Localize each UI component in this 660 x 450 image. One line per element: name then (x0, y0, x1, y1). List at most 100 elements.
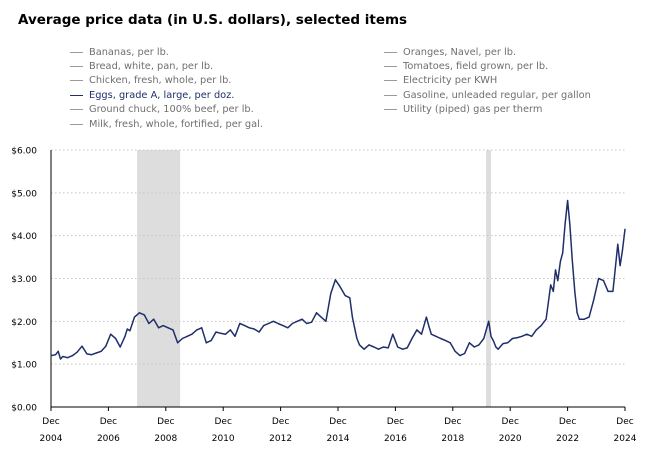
data-point (296, 320, 298, 322)
data-point (401, 348, 404, 350)
data-point (201, 327, 203, 329)
legend-item[interactable]: Oranges, Navel, per lb. (384, 45, 591, 59)
legend-right-column: Oranges, Navel, per lb. Tomatoes, field g… (384, 45, 591, 117)
legend-label: Bananas, per lb. (89, 46, 169, 58)
data-point (545, 318, 547, 320)
data-point (564, 224, 566, 226)
data-point (612, 290, 614, 292)
data-point (138, 312, 140, 314)
data-point (95, 352, 97, 354)
data-point (567, 199, 569, 202)
data-point (488, 320, 490, 322)
data-point (315, 312, 318, 314)
data-point (57, 350, 59, 352)
legend-swatch-icon (384, 94, 397, 96)
y-tick-label: $4.00 (11, 232, 37, 242)
legend-item[interactable]: Bread, white, pan, per lb. (70, 59, 263, 73)
data-point (110, 333, 112, 335)
legend-item[interactable]: Bananas, per lb. (70, 45, 263, 59)
legend-item[interactable]: Eggs, grade A, large, per doz. (70, 88, 263, 102)
data-point (181, 337, 184, 340)
legend-label: Bread, white, pan, per lb. (89, 61, 214, 73)
data-point (387, 347, 389, 349)
data-point (430, 333, 432, 335)
legend-item[interactable]: Tomatoes, field grown, per lb. (384, 59, 591, 73)
data-point (191, 333, 193, 335)
data-point (392, 333, 394, 335)
data-point (205, 342, 207, 344)
data-point (239, 322, 241, 325)
data-point (368, 344, 370, 346)
recession-band (486, 150, 491, 407)
data-point (76, 351, 78, 353)
data-point (351, 316, 353, 318)
data-point (397, 346, 399, 348)
data-point (621, 250, 624, 252)
data-point (490, 335, 492, 337)
x-tick-year: 2012 (269, 434, 292, 444)
data-point (571, 258, 573, 260)
data-point (569, 224, 571, 226)
x-tick-year: 2024 (614, 434, 637, 444)
x-tick-month: Dec (616, 417, 633, 427)
data-point (454, 350, 456, 352)
legend-swatch-icon (70, 94, 83, 96)
x-tick-year: 2020 (499, 434, 522, 444)
x-tick-month: Dec (42, 417, 59, 427)
data-point (263, 325, 265, 327)
x-tick-month: Dec (387, 417, 404, 427)
legend-item[interactable]: Ground chuck, 100% beef, per lb. (70, 103, 263, 117)
x-tick-year: 2006 (97, 434, 120, 444)
legend-label: Tomatoes, field grown, per lb. (403, 61, 549, 73)
data-point (574, 290, 576, 292)
x-tick-year: 2010 (212, 434, 235, 444)
x-tick-month: Dec (157, 417, 174, 427)
data-point (478, 344, 480, 346)
x-tick-month: Dec (444, 417, 461, 427)
legend-item[interactable]: Milk, fresh, whole, fortified, per gal. (70, 117, 263, 131)
data-point (588, 316, 590, 318)
data-point (349, 297, 351, 299)
data-point (411, 337, 413, 340)
data-point (344, 295, 346, 297)
data-point (81, 345, 83, 347)
data-point (90, 354, 93, 356)
legend-swatch-icon (384, 109, 397, 111)
data-point (71, 355, 74, 357)
data-point (483, 337, 485, 340)
data-point (526, 333, 528, 335)
legend-item[interactable]: Gasoline, unleaded regular, per gallon (384, 88, 591, 102)
data-point (129, 330, 131, 332)
data-point (559, 260, 562, 262)
legend-item[interactable]: Electricity per KWH (384, 74, 591, 88)
data-point (624, 228, 626, 230)
data-point (356, 337, 358, 340)
data-point (473, 346, 475, 348)
data-point (54, 354, 57, 356)
x-tick-labels: Dec 2004 Dec 2006 Dec 2008 Dec 2010 Dec 2012 Dec 20… (40, 417, 637, 444)
data-point (435, 335, 437, 337)
data-point (557, 280, 559, 282)
legend-item[interactable]: Utility (piped) gas per therm (384, 103, 591, 117)
data-point (428, 325, 430, 327)
data-point (158, 327, 160, 329)
x-tick-month: Dec (214, 417, 231, 427)
legend-swatch-icon (384, 51, 397, 53)
axes (50, 150, 626, 411)
data-point (215, 331, 217, 333)
data-point (253, 328, 255, 330)
data-point (282, 325, 284, 327)
data-point (531, 335, 533, 337)
data-point (406, 347, 408, 349)
data-point (133, 316, 136, 318)
legend-item[interactable]: Chicken, fresh, whole, per lb. (70, 74, 263, 88)
legend-label: Electricity per KWH (403, 75, 498, 87)
data-point (258, 331, 260, 333)
data-point (186, 335, 188, 337)
data-point (244, 325, 246, 327)
legend-label: Chicken, fresh, whole, per lb. (89, 75, 232, 87)
data-point (511, 337, 514, 340)
data-point (59, 358, 62, 360)
y-tick-label: $5.00 (11, 189, 37, 199)
